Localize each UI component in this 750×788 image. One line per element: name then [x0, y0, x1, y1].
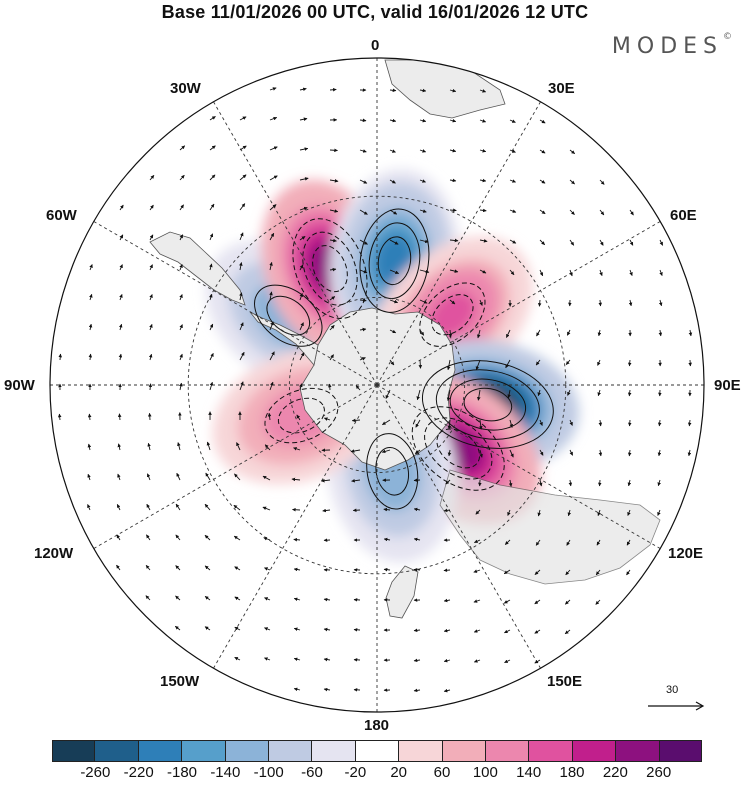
- colorbar-tick-label: 60: [434, 764, 451, 781]
- brand-name: MODES: [612, 34, 723, 59]
- wind-vector: [330, 89, 336, 90]
- colorbar-tick-label: 100: [473, 764, 498, 781]
- colorbar-tick-label: -60: [301, 764, 323, 781]
- lon-label-60e: 60E: [670, 207, 697, 224]
- wind-vector: [420, 360, 421, 368]
- lon-label-0: 0: [371, 37, 379, 54]
- lon-label-150e: 150E: [547, 673, 582, 690]
- wind-vector: [539, 300, 540, 306]
- colorbar-tick-label: -20: [344, 764, 366, 781]
- wind-vector: [414, 569, 420, 570]
- lon-label-120w: 120W: [34, 545, 73, 562]
- wind-vector: [294, 539, 300, 540]
- colorbar-tick-label: 220: [603, 764, 628, 781]
- colorbar-tick-label: -100: [254, 764, 284, 781]
- copyright-mark: ©: [723, 32, 732, 42]
- colorbar-tick-label: 180: [559, 764, 584, 781]
- lon-label-30w: 30W: [170, 80, 201, 97]
- map-disk: [40, 50, 720, 720]
- lon-label-30e: 30E: [548, 80, 575, 97]
- colorbar-tick-label: 140: [516, 764, 541, 781]
- wind-vector: [444, 570, 450, 571]
- wind-vector: [60, 354, 61, 360]
- reference-arrow-icon: [646, 684, 706, 714]
- wind-vector: [450, 210, 456, 211]
- colorbar-ticks: -260 -220 -180 -140 -100 -60 -20 20 60 100 140 180 2…: [52, 764, 702, 782]
- colorbar-tick-label: 260: [646, 764, 671, 781]
- colorbar-tick-label: 20: [390, 764, 407, 781]
- colorbar-tick-label: -140: [210, 764, 240, 781]
- lon-label-90w: 90W: [4, 377, 35, 394]
- colorbar-frame: [52, 740, 702, 762]
- lon-label-150w: 150W: [160, 673, 199, 690]
- colorbar-tick-label: -180: [167, 764, 197, 781]
- map-title: Base 11/01/2026 00 UTC, valid 16/01/2026…: [0, 2, 750, 23]
- wind-vector: [119, 414, 120, 420]
- lon-label-180: 180: [364, 717, 389, 734]
- wind-vector: [629, 360, 630, 366]
- lon-label-120e: 120E: [668, 545, 703, 562]
- wind-vector: [600, 300, 601, 306]
- colorbar-tick-label: -260: [80, 764, 110, 781]
- modes-logo: MODES©: [612, 34, 732, 59]
- colorbar-tick-label: -220: [124, 764, 154, 781]
- wind-vector: [390, 90, 396, 91]
- lon-label-90e: 90E: [714, 377, 741, 394]
- wind-vector: [59, 414, 60, 420]
- lon-label-60w: 60W: [46, 207, 77, 224]
- reference-vector: 30: [646, 684, 706, 714]
- wind-vector: [90, 354, 91, 360]
